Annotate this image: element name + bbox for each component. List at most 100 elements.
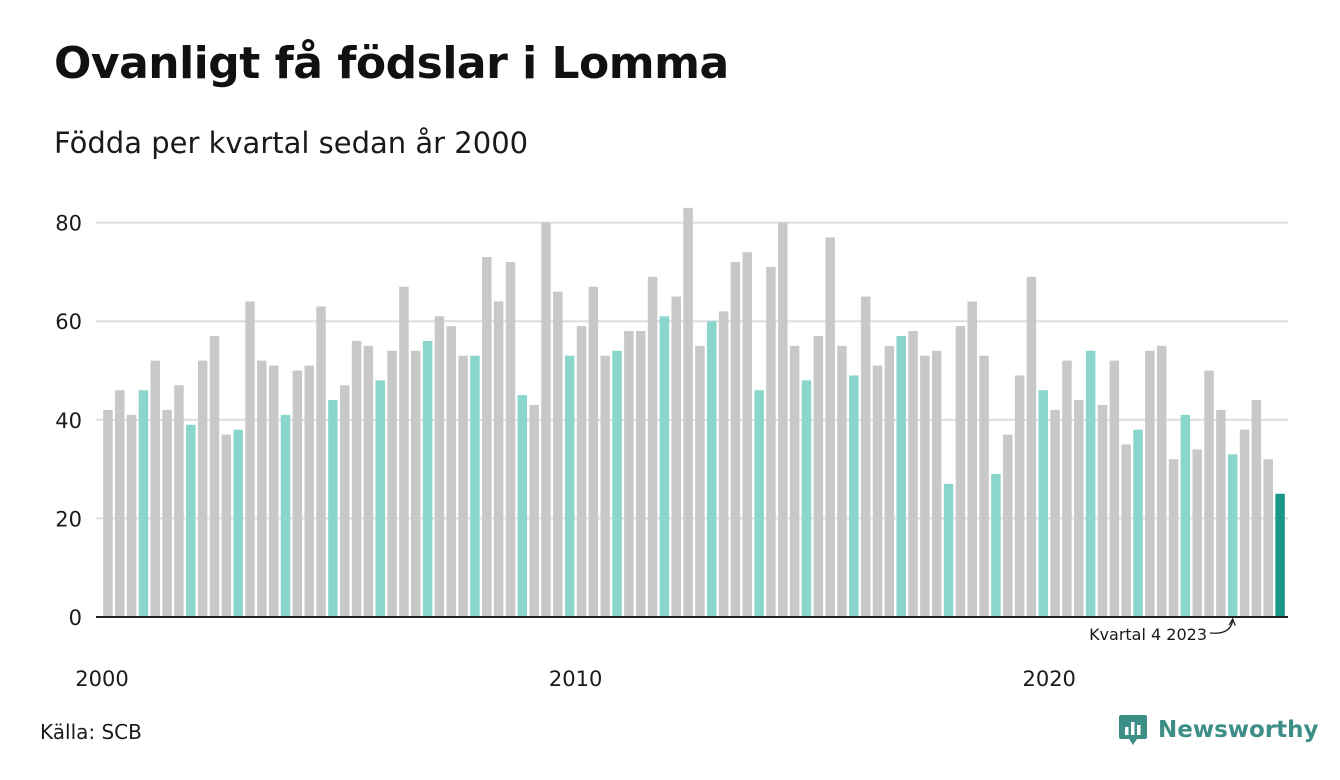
bar: [979, 355, 989, 617]
bar: [1156, 345, 1167, 617]
bar: [718, 311, 729, 617]
bar: [576, 326, 587, 617]
source-label: Källa: SCB: [40, 720, 142, 744]
bars: [103, 207, 1285, 617]
bar: [126, 414, 137, 617]
bar: [920, 355, 930, 617]
bar: [671, 296, 681, 617]
bar: [138, 390, 149, 617]
bar: [375, 380, 385, 617]
bar: [612, 350, 622, 617]
bar: [197, 360, 208, 617]
bar: [493, 301, 504, 617]
bar: [434, 316, 445, 617]
bar: [860, 296, 871, 617]
bar: [517, 395, 528, 617]
bar: [872, 365, 883, 617]
bar: [659, 316, 670, 617]
bar: [209, 335, 220, 617]
x-axis-ticks: 2000 2010 2020: [75, 667, 1076, 691]
y-tick-label: 60: [55, 310, 82, 334]
y-tick-label: 80: [55, 212, 82, 236]
bar: [316, 306, 326, 617]
bar: [1109, 360, 1120, 617]
bar: [553, 291, 563, 617]
bar: [588, 286, 599, 617]
bar: [1085, 350, 1096, 617]
newsworthy-logo-icon: [1119, 715, 1147, 745]
bar: [411, 350, 421, 617]
bar: [174, 385, 184, 617]
bar: [1062, 360, 1072, 617]
bar: [1038, 390, 1049, 617]
bar: [967, 301, 977, 617]
y-tick-label: 0: [69, 606, 82, 630]
y-tick-label: 40: [55, 409, 82, 433]
brand-logo: Newsworthy: [1118, 713, 1319, 747]
bar: [1145, 350, 1155, 617]
bar: [387, 350, 397, 617]
bar: [1204, 370, 1214, 617]
bar: [1275, 493, 1285, 617]
bar: [991, 474, 1001, 617]
bar: [150, 360, 161, 617]
x-tick-label: 2000: [75, 667, 128, 691]
bar: [505, 262, 516, 617]
bar: [647, 276, 658, 617]
bar: [292, 370, 303, 617]
bar: [1121, 444, 1131, 617]
brand-name: Newsworthy: [1158, 717, 1319, 743]
bar: [1239, 429, 1250, 617]
bar: [115, 390, 125, 617]
bar: [1014, 375, 1025, 617]
bar: [789, 345, 800, 617]
bar: [955, 326, 966, 617]
bar: [257, 360, 267, 617]
bar: [186, 424, 196, 617]
bar: [884, 345, 895, 617]
bar: [328, 400, 338, 617]
bar: [1251, 400, 1262, 617]
annotation: Kvartal 4 2023: [1089, 617, 1236, 644]
bar: [162, 409, 172, 617]
bar: [1227, 454, 1238, 617]
bar: [1133, 429, 1143, 617]
annotation-label: Kvartal 4 2023: [1089, 625, 1207, 644]
bar: [695, 345, 705, 617]
bar: [766, 266, 776, 617]
bar: [635, 331, 646, 617]
bar: [801, 380, 812, 617]
annotation-arrowhead: [1228, 617, 1236, 626]
chart-subtitle: Födda per kvartal sedan år 2000: [54, 126, 529, 160]
bar: [245, 301, 255, 617]
bar: [624, 331, 634, 617]
bar: [1168, 459, 1179, 617]
bar: [931, 350, 942, 617]
bar: [268, 365, 279, 617]
bar: [1180, 414, 1191, 617]
bar: [1263, 459, 1273, 617]
bar: [1192, 449, 1202, 617]
bar: [280, 414, 291, 617]
bar: [564, 355, 575, 617]
bar: [849, 375, 859, 617]
bar: [742, 252, 753, 617]
bar: [458, 355, 468, 617]
bar: [896, 335, 906, 617]
bar: [683, 207, 693, 617]
bar: [233, 429, 243, 617]
bar: [304, 365, 314, 617]
bar: [221, 434, 232, 617]
bar: [1074, 400, 1084, 617]
y-tick-label: 20: [55, 507, 82, 531]
bar: [1097, 405, 1108, 617]
bar: [1216, 409, 1226, 617]
bar: [754, 390, 764, 617]
y-axis-ticks: 0 20 40 60 80: [55, 212, 82, 630]
bar: [837, 345, 847, 617]
bar: [339, 385, 350, 617]
x-tick-label: 2010: [549, 667, 602, 691]
chart-title: Ovanligt få födslar i Lomma: [54, 38, 729, 89]
annotation-arrow: [1209, 619, 1234, 634]
bar: [730, 262, 741, 617]
